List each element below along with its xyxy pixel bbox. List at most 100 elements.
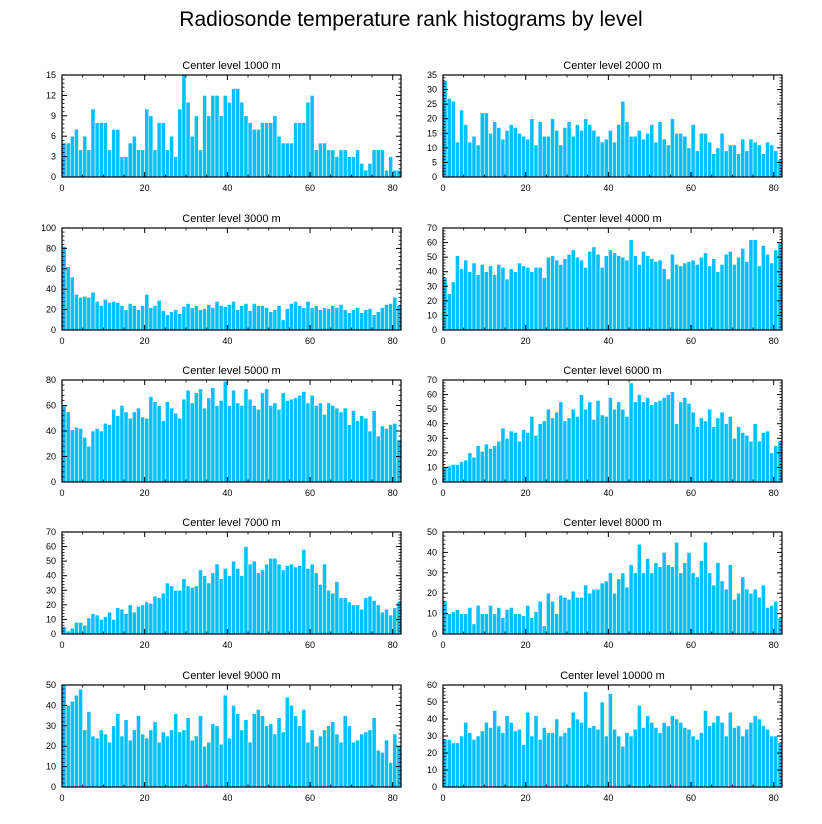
bar <box>86 297 92 331</box>
bar <box>732 437 737 483</box>
bar <box>293 566 298 635</box>
bar <box>326 402 332 483</box>
bar <box>463 124 469 178</box>
bar <box>641 727 646 788</box>
bar <box>61 405 67 483</box>
bar <box>371 410 377 483</box>
bar <box>488 132 493 178</box>
bar <box>686 403 692 483</box>
bar <box>599 701 605 788</box>
bar <box>715 562 721 635</box>
bar <box>694 264 700 331</box>
y-tick-label: 0 <box>432 325 437 335</box>
bar <box>272 309 278 331</box>
bar <box>595 588 601 635</box>
bar <box>111 619 117 635</box>
bar <box>355 604 360 635</box>
bar <box>61 684 67 788</box>
bar <box>467 141 473 178</box>
bar <box>570 135 576 178</box>
bar <box>210 95 216 178</box>
bar <box>276 717 282 788</box>
y-tick-label: 40 <box>427 714 437 724</box>
bar <box>546 135 551 178</box>
bar <box>657 566 663 635</box>
bar <box>628 239 634 331</box>
bar <box>289 303 294 331</box>
bar <box>583 691 588 788</box>
bar <box>727 144 733 178</box>
bar <box>69 135 75 178</box>
bar <box>479 451 485 483</box>
bar <box>616 735 622 788</box>
bar <box>603 138 609 178</box>
bar <box>251 713 257 788</box>
bar <box>446 465 452 483</box>
x-tick-label: 40 <box>603 488 613 498</box>
bar <box>69 701 75 788</box>
x-tick-label: 20 <box>521 488 531 498</box>
bar <box>748 138 754 178</box>
bar <box>512 613 518 635</box>
bar <box>492 613 498 635</box>
bar <box>603 580 609 635</box>
bar <box>256 305 261 331</box>
bar <box>123 309 129 331</box>
bar <box>492 274 498 331</box>
bar <box>707 572 713 635</box>
bar <box>202 95 207 178</box>
x-tick-label: 80 <box>388 183 398 193</box>
bar <box>318 584 323 635</box>
bar <box>309 95 315 178</box>
bar <box>388 303 394 331</box>
bar <box>202 407 207 483</box>
bar <box>732 144 737 178</box>
bar <box>450 281 456 331</box>
bar <box>367 729 373 788</box>
bar <box>756 265 762 331</box>
y-tick-label: 20 <box>46 452 56 462</box>
bar <box>280 319 286 331</box>
bar <box>371 314 377 331</box>
bar <box>554 259 560 331</box>
bar <box>484 112 489 178</box>
bar <box>342 597 348 635</box>
x-tick-label: 60 <box>305 183 315 193</box>
bar <box>338 149 344 178</box>
bar <box>243 303 249 331</box>
bar <box>231 389 236 483</box>
bar <box>587 727 593 788</box>
bar <box>185 717 191 788</box>
bar <box>678 265 684 331</box>
bar <box>574 124 580 178</box>
bar <box>301 709 307 788</box>
bar <box>455 464 460 483</box>
bar <box>541 625 547 635</box>
bar <box>94 428 100 483</box>
bar <box>123 411 129 483</box>
bar <box>488 605 493 635</box>
bar <box>119 156 125 178</box>
bar <box>591 419 597 483</box>
bar <box>744 588 750 635</box>
bar <box>371 717 377 788</box>
bar <box>351 309 356 331</box>
bar <box>388 762 394 788</box>
y-tick-label: 20 <box>427 296 437 306</box>
bar <box>338 741 344 788</box>
bar <box>504 609 510 635</box>
bar <box>82 135 88 178</box>
bar <box>703 710 708 788</box>
bar <box>280 731 286 788</box>
bar <box>752 141 758 178</box>
bar <box>380 149 385 178</box>
bar <box>384 428 389 483</box>
bar <box>363 309 369 331</box>
bar <box>587 592 593 635</box>
bar <box>657 732 663 788</box>
bar <box>272 733 278 788</box>
x-tick-label: 80 <box>388 336 398 346</box>
bar <box>243 115 249 178</box>
bar <box>612 728 617 788</box>
bar <box>455 742 460 788</box>
